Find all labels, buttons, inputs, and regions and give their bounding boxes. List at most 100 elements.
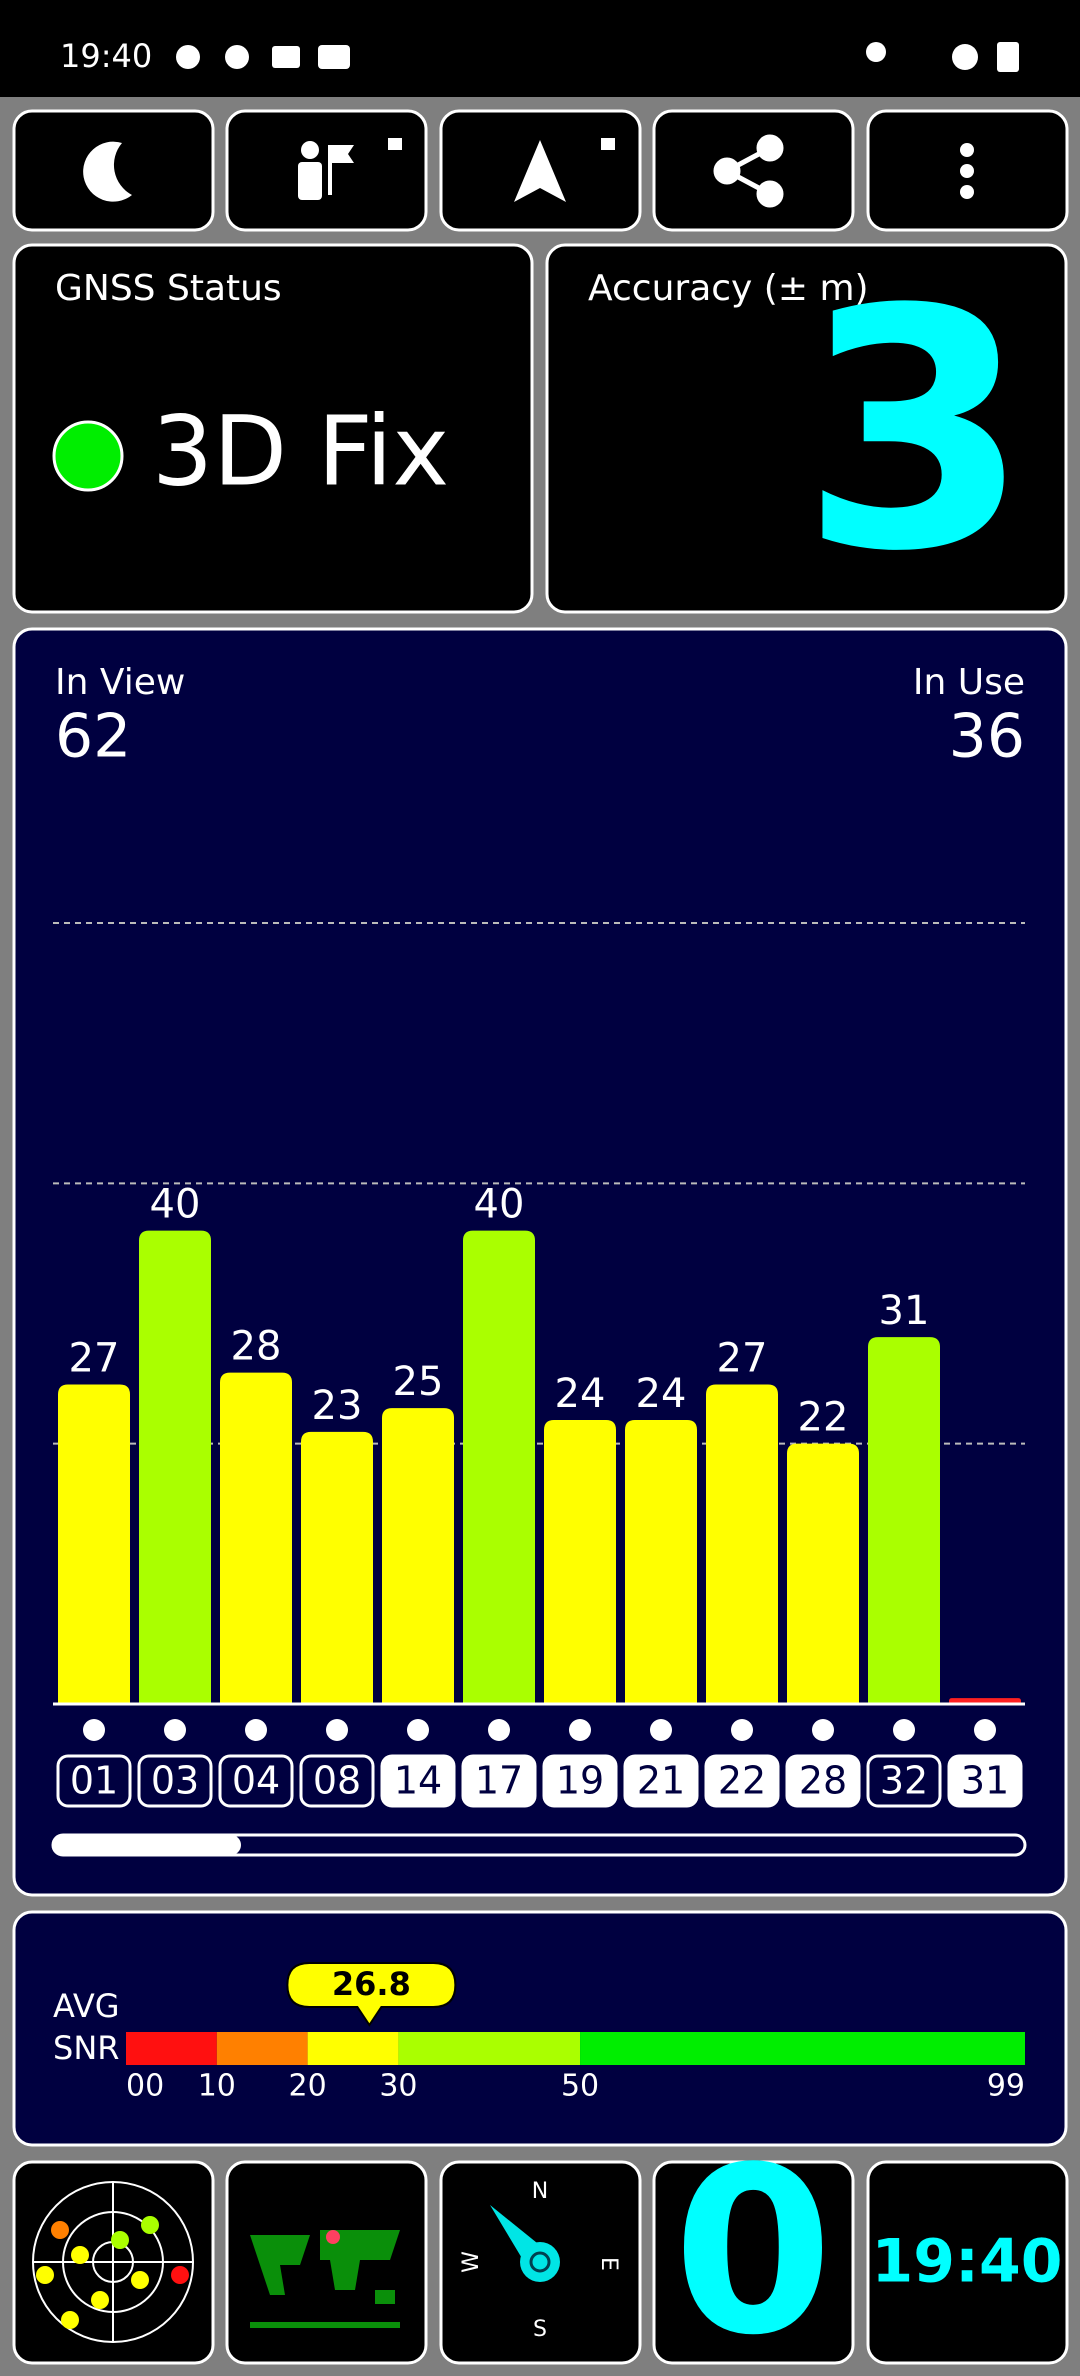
bar-label: 40 [150, 1182, 201, 1228]
snr-tick-label: 99 [987, 2069, 1025, 2104]
snr-panel [12, 1910, 1068, 2147]
scrollbar-thumb[interactable] [53, 1835, 241, 1855]
satellite-id: 04 [232, 1759, 280, 1803]
satellite-id: 14 [394, 1759, 442, 1803]
toolbar [12, 109, 1069, 232]
moon-icon [83, 141, 132, 202]
compass-s: S [533, 2317, 547, 2342]
snr-segment [580, 2032, 1025, 2065]
fix-indicator [52, 420, 124, 492]
snr-segment [398, 2032, 581, 2065]
satellite-badge[interactable] [623, 1754, 699, 1808]
gnss-status: 3D Fix [152, 395, 449, 507]
in-use-label: In Use [913, 662, 1025, 703]
bar-label: 40 [474, 1182, 525, 1228]
satellite-dot [650, 1719, 672, 1741]
map-button[interactable] [225, 2160, 428, 2365]
satellite-id: 03 [151, 1759, 199, 1803]
satellite-id: 31 [961, 1759, 1009, 1803]
bar [706, 1384, 778, 1704]
snr-segment [307, 2032, 399, 2065]
compass-n: N [532, 2179, 548, 2204]
satellite-badge[interactable] [785, 1754, 861, 1808]
guide-button[interactable] [225, 109, 428, 232]
bar [58, 1384, 130, 1704]
accuracy-panel [545, 243, 1068, 614]
satellite-dot [326, 1719, 348, 1741]
satellite-id: 21 [637, 1759, 685, 1803]
satellite-dot [812, 1719, 834, 1741]
in-view-value: 62 [55, 702, 131, 772]
satellite-badge[interactable] [137, 1754, 213, 1808]
clock-button[interactable] [866, 2160, 1069, 2365]
satellite-id: 08 [313, 1759, 361, 1803]
bar-label: 22 [798, 1395, 849, 1441]
satellite-dot [245, 1719, 267, 1741]
satellite-dot [974, 1719, 996, 1741]
status-time: 19:40 [60, 37, 152, 75]
bar [463, 1230, 535, 1704]
satellite-badge[interactable] [461, 1754, 537, 1808]
satellite-dot [731, 1719, 753, 1741]
compass-w: W [459, 2251, 484, 2273]
snr-tick-label: 30 [379, 2069, 417, 2104]
satellite-id: 28 [799, 1759, 847, 1803]
satellite-badge[interactable] [299, 1754, 375, 1808]
satellite-id: 19 [556, 1759, 604, 1803]
bar-label: 24 [636, 1371, 687, 1417]
bar [139, 1230, 211, 1704]
satellite-badge[interactable] [56, 1754, 132, 1808]
snr-label-avg: AVG [53, 1987, 120, 2025]
accuracy-value: 3 [800, 239, 1030, 623]
gnss-panel [12, 243, 534, 614]
bar-label: 24 [555, 1371, 606, 1417]
satellite-badge[interactable] [542, 1754, 618, 1808]
in-view-label: In View [55, 662, 185, 703]
counter-button[interactable] [652, 2160, 855, 2365]
skyplot-icon [32, 2181, 194, 2343]
satellite-badge[interactable] [704, 1754, 780, 1808]
snr-value: 26.8 [332, 1965, 411, 2003]
snr-tick-label: 50 [561, 2069, 599, 2104]
satellite-id: 22 [718, 1759, 766, 1803]
bar-label: 27 [717, 1336, 768, 1382]
satellite-badge[interactable] [380, 1754, 456, 1808]
satellite-badge[interactable] [866, 1754, 942, 1808]
snr-tick-label: 00 [126, 2069, 164, 2104]
satellite-id: 01 [70, 1759, 118, 1803]
bar-label: 27 [69, 1336, 120, 1382]
share-button[interactable] [652, 109, 855, 232]
bar [868, 1337, 940, 1704]
snr-marker [286, 1962, 457, 2027]
bar [220, 1372, 292, 1704]
bar [382, 1408, 454, 1704]
map-icon [250, 2230, 400, 2328]
in-use-value: 36 [949, 702, 1025, 772]
satellite-dot [83, 1719, 105, 1741]
satellite-id: 32 [880, 1759, 928, 1803]
guide-icon [298, 138, 402, 200]
bar [544, 1420, 616, 1704]
snr-gauge: 00 10 20 30 50 99 26.8 [126, 1962, 1025, 2104]
satellite-badge[interactable] [218, 1754, 294, 1808]
satellite-chart: 27 01 40 03 28 04 23 08 25 14 40 17 24 19 24 21 27 22 22 28… [53, 922, 1025, 1808]
satellite-dot [569, 1719, 591, 1741]
bar [625, 1420, 697, 1704]
compass-e: E [596, 2257, 621, 2271]
bar [301, 1431, 373, 1704]
accuracy-title: Accuracy (± m) [588, 268, 869, 309]
satellite-dot [488, 1719, 510, 1741]
bar-label: 23 [312, 1383, 363, 1429]
share-icon [713, 134, 784, 208]
status-bar [0, 0, 1080, 97]
satellite-badge[interactable] [947, 1754, 1023, 1808]
satellite-id: 17 [475, 1759, 523, 1803]
bar-label: 31 [879, 1288, 930, 1334]
status-icons [176, 42, 1019, 72]
satellite-dot [164, 1719, 186, 1741]
bar [787, 1443, 859, 1704]
counter-value: 0 [673, 2119, 833, 2376]
snr-tick-label: 20 [289, 2069, 327, 2104]
satellite-dot [407, 1719, 429, 1741]
